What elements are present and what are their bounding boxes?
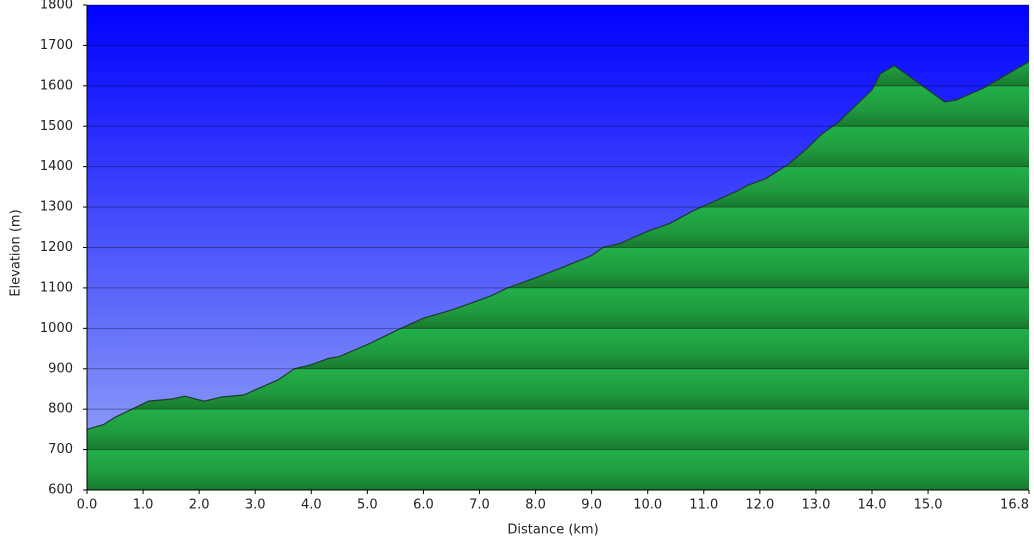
x-tick-label: 0.0 <box>77 498 98 513</box>
y-tick-label: 700 <box>48 442 73 457</box>
y-tick-label: 1800 <box>40 0 73 13</box>
y-tick-label: 1500 <box>40 119 73 134</box>
x-tick-label: 15.0 <box>914 498 943 513</box>
x-tick-label: 4.0 <box>301 498 322 513</box>
y-tick-label: 900 <box>48 361 73 376</box>
area <box>86 61 1030 430</box>
x-tick-label: 1.0 <box>133 498 154 513</box>
y-tick-label: 1300 <box>40 200 73 215</box>
area-fill <box>87 61 1029 490</box>
y-tick-label: 1700 <box>40 38 73 53</box>
y-tick-label: 800 <box>48 402 73 417</box>
x-tick-label: 12.0 <box>745 498 774 513</box>
x-tick-label: 11.0 <box>689 498 718 513</box>
y-tick-label: 1100 <box>40 280 73 295</box>
x-axis-label: Distance (km) <box>507 523 598 538</box>
y-tick-label: 1400 <box>40 159 73 174</box>
y-axis-label: Elevation (m) <box>9 209 24 296</box>
x-tick-label: 14.0 <box>858 498 887 513</box>
x-tick-label: 16.8 <box>1000 498 1029 513</box>
y-tick-label: 1600 <box>40 78 73 93</box>
x-tick-label: 8.0 <box>525 498 546 513</box>
x-tick-label: 7.0 <box>469 498 490 513</box>
x-tick-label: 10.0 <box>633 498 662 513</box>
y-tick-label: 1000 <box>40 321 73 336</box>
x-tick-label: 3.0 <box>245 498 266 513</box>
y-tick-label: 1200 <box>40 240 73 255</box>
y-tick-label: 600 <box>48 483 73 498</box>
x-tick-label: 9.0 <box>581 498 602 513</box>
x-tick-label: 13.0 <box>801 498 830 513</box>
x-tick-label: 5.0 <box>357 498 378 513</box>
x-tick-label: 6.0 <box>413 498 434 513</box>
x-tick-label: 2.0 <box>189 498 210 513</box>
